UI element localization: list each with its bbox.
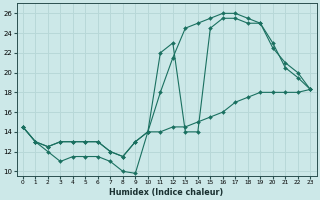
- X-axis label: Humidex (Indice chaleur): Humidex (Indice chaleur): [109, 188, 224, 197]
